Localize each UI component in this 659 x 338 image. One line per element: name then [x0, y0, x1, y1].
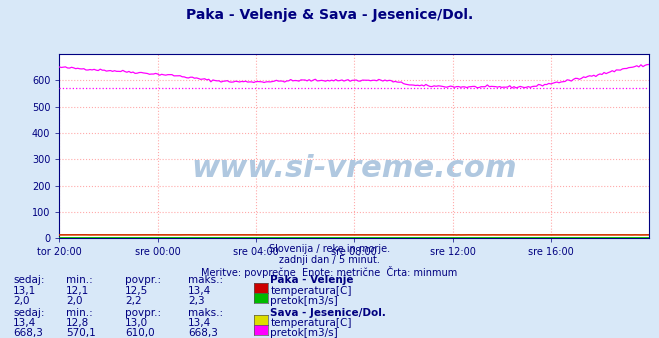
Text: 13,4: 13,4: [13, 318, 36, 328]
Text: maks.:: maks.:: [188, 308, 223, 318]
Text: min.:: min.:: [66, 275, 93, 286]
Text: 668,3: 668,3: [188, 328, 217, 338]
Text: Paka - Velenje & Sava - Jesenice/Dol.: Paka - Velenje & Sava - Jesenice/Dol.: [186, 8, 473, 22]
Text: 13,0: 13,0: [125, 318, 148, 328]
Text: 13,1: 13,1: [13, 286, 36, 296]
Text: 13,4: 13,4: [188, 286, 211, 296]
Text: 12,8: 12,8: [66, 318, 89, 328]
Text: temperatura[C]: temperatura[C]: [270, 318, 352, 328]
Text: Paka - Velenje: Paka - Velenje: [270, 275, 354, 286]
Text: pretok[m3/s]: pretok[m3/s]: [270, 328, 338, 338]
Text: 13,4: 13,4: [188, 318, 211, 328]
Text: 668,3: 668,3: [13, 328, 43, 338]
Text: 2,2: 2,2: [125, 296, 142, 306]
Text: Slovenija / reke in morje.: Slovenija / reke in morje.: [269, 244, 390, 254]
Text: temperatura[C]: temperatura[C]: [270, 286, 352, 296]
Text: 2,0: 2,0: [66, 296, 82, 306]
Text: 2,3: 2,3: [188, 296, 204, 306]
Text: www.si-vreme.com: www.si-vreme.com: [191, 154, 517, 183]
Text: 12,5: 12,5: [125, 286, 148, 296]
Text: sedaj:: sedaj:: [13, 275, 45, 286]
Text: sedaj:: sedaj:: [13, 308, 45, 318]
Text: povpr.:: povpr.:: [125, 308, 161, 318]
Text: Sava - Jesenice/Dol.: Sava - Jesenice/Dol.: [270, 308, 386, 318]
Text: 2,0: 2,0: [13, 296, 30, 306]
Text: zadnji dan / 5 minut.: zadnji dan / 5 minut.: [279, 255, 380, 265]
Text: Meritve: povprečne  Enote: metrične  Črta: minmum: Meritve: povprečne Enote: metrične Črta:…: [202, 266, 457, 279]
Text: maks.:: maks.:: [188, 275, 223, 286]
Text: povpr.:: povpr.:: [125, 275, 161, 286]
Text: min.:: min.:: [66, 308, 93, 318]
Text: 12,1: 12,1: [66, 286, 89, 296]
Text: 570,1: 570,1: [66, 328, 96, 338]
Text: 610,0: 610,0: [125, 328, 155, 338]
Text: pretok[m3/s]: pretok[m3/s]: [270, 296, 338, 306]
